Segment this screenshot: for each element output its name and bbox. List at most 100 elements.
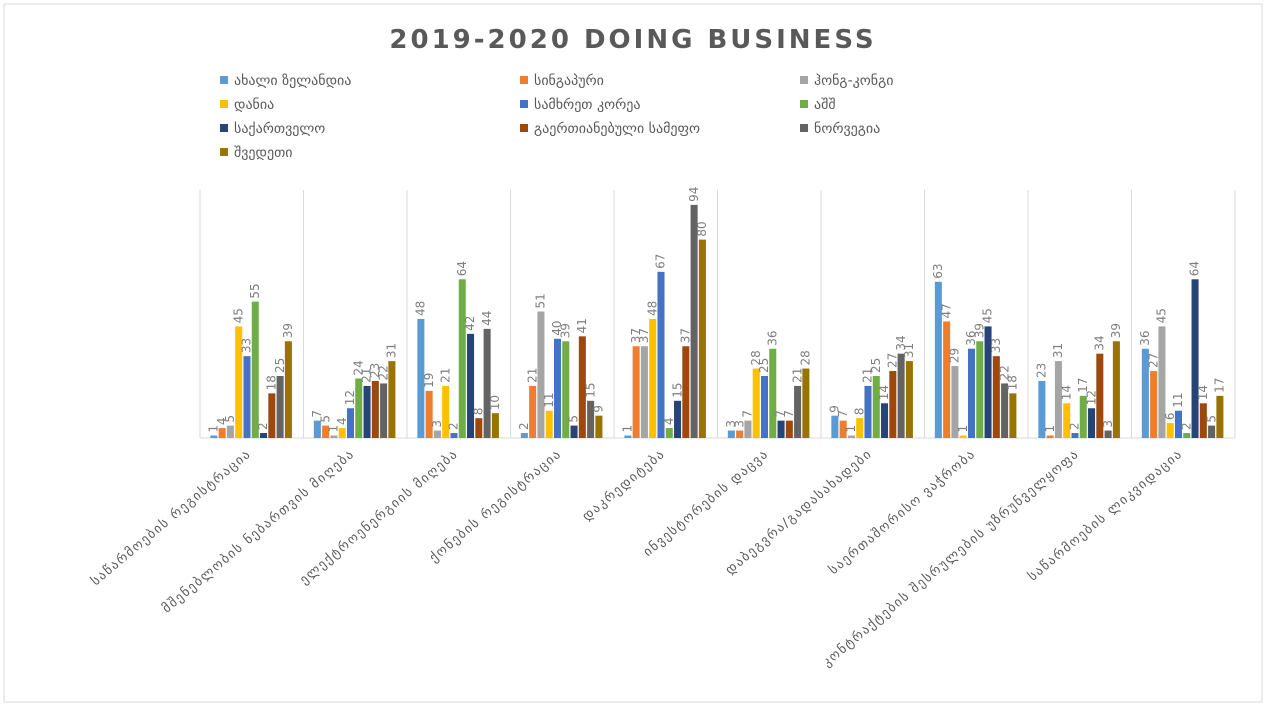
data-label: 14 [1059, 385, 1073, 400]
bar [992, 356, 1000, 438]
bar [1183, 433, 1191, 438]
bar [1038, 380, 1046, 438]
data-label: 4 [335, 417, 349, 425]
data-label: 1 [1043, 425, 1057, 433]
bar [545, 410, 553, 438]
data-label: 21 [438, 368, 452, 383]
data-label: 34 [1093, 335, 1107, 350]
data-label: 41 [575, 318, 589, 333]
bar [210, 435, 218, 438]
data-label: 28 [749, 350, 763, 365]
data-label: 5 [1204, 415, 1218, 423]
data-label: 55 [248, 283, 262, 298]
bar [959, 435, 967, 438]
legend-label: დანია [234, 97, 274, 113]
data-label: 12 [1084, 390, 1098, 405]
data-label: 6 [1163, 412, 1177, 420]
data-label: 25 [757, 358, 771, 373]
data-label: 45 [981, 308, 995, 323]
legend-swatch [220, 100, 228, 108]
data-label: 31 [1051, 343, 1065, 358]
data-label: 3 [1101, 420, 1115, 428]
bar [587, 400, 595, 438]
data-label: 17 [1213, 378, 1227, 393]
data-label: 1 [956, 425, 970, 433]
data-label: 5 [318, 415, 332, 423]
bar [897, 353, 905, 438]
bar [752, 368, 760, 438]
bar [363, 385, 371, 438]
data-label: 23 [368, 363, 382, 378]
bar [1174, 410, 1183, 438]
data-label: 34 [894, 335, 908, 350]
bar [338, 428, 346, 438]
bar [1141, 348, 1149, 438]
data-label: 11 [1171, 392, 1185, 407]
bar [690, 204, 698, 438]
bar [570, 425, 578, 438]
legend-swatch [220, 148, 228, 156]
data-label: 29 [948, 348, 962, 363]
data-label: 8 [472, 408, 486, 416]
bar [322, 425, 330, 438]
data-label: 22 [997, 365, 1011, 380]
bar [1208, 425, 1216, 438]
data-label: 21 [790, 368, 804, 383]
data-label: 1 [327, 425, 341, 433]
legend-swatch [520, 100, 528, 108]
bar [483, 328, 491, 438]
data-label: 3 [724, 420, 738, 428]
data-label: 18 [265, 375, 279, 390]
bar [425, 390, 433, 438]
data-label: 1 [844, 425, 858, 433]
data-label: 23 [1035, 363, 1049, 378]
data-label: 2 [517, 422, 531, 430]
bar [1009, 393, 1017, 438]
data-label: 48 [645, 301, 659, 316]
bar [1216, 395, 1224, 438]
bar [856, 418, 864, 438]
bar [380, 383, 388, 438]
bar [967, 348, 976, 438]
bar [251, 301, 259, 438]
data-label: 39 [281, 323, 295, 338]
data-label: 33 [989, 338, 1003, 353]
legend-swatch [520, 76, 528, 84]
bar [1096, 353, 1104, 438]
data-label: 47 [939, 303, 953, 318]
data-label: 39 [972, 323, 986, 338]
data-label: 5 [567, 415, 581, 423]
bar [889, 371, 897, 438]
bar [1191, 279, 1199, 438]
bar [595, 415, 603, 438]
data-label: 33 [240, 338, 254, 353]
data-label: 11 [542, 392, 556, 407]
bar [450, 433, 458, 438]
bar [388, 361, 396, 438]
bar [934, 281, 942, 438]
data-label: 28 [799, 350, 813, 365]
data-label: 7 [836, 410, 850, 418]
bar [632, 346, 640, 438]
bar [355, 378, 363, 438]
bar [640, 346, 648, 438]
data-label: 17 [1076, 378, 1090, 393]
data-label: 51 [534, 293, 548, 308]
data-label: 37 [637, 328, 651, 343]
bar [785, 420, 793, 438]
data-label: 42 [463, 316, 477, 331]
data-label: 31 [902, 343, 916, 358]
bar [313, 420, 321, 438]
bar [736, 430, 744, 438]
legend-label: აშშ [814, 97, 836, 113]
data-label: 67 [654, 254, 668, 269]
bar [727, 430, 735, 438]
data-label: 7 [774, 410, 788, 418]
bar [491, 413, 499, 438]
bar [1054, 361, 1062, 438]
bar [976, 341, 984, 438]
chart-title: 2019-2020 DOING BUSINESS [389, 25, 876, 55]
data-label: 2 [256, 422, 270, 430]
data-label: 64 [455, 261, 469, 276]
